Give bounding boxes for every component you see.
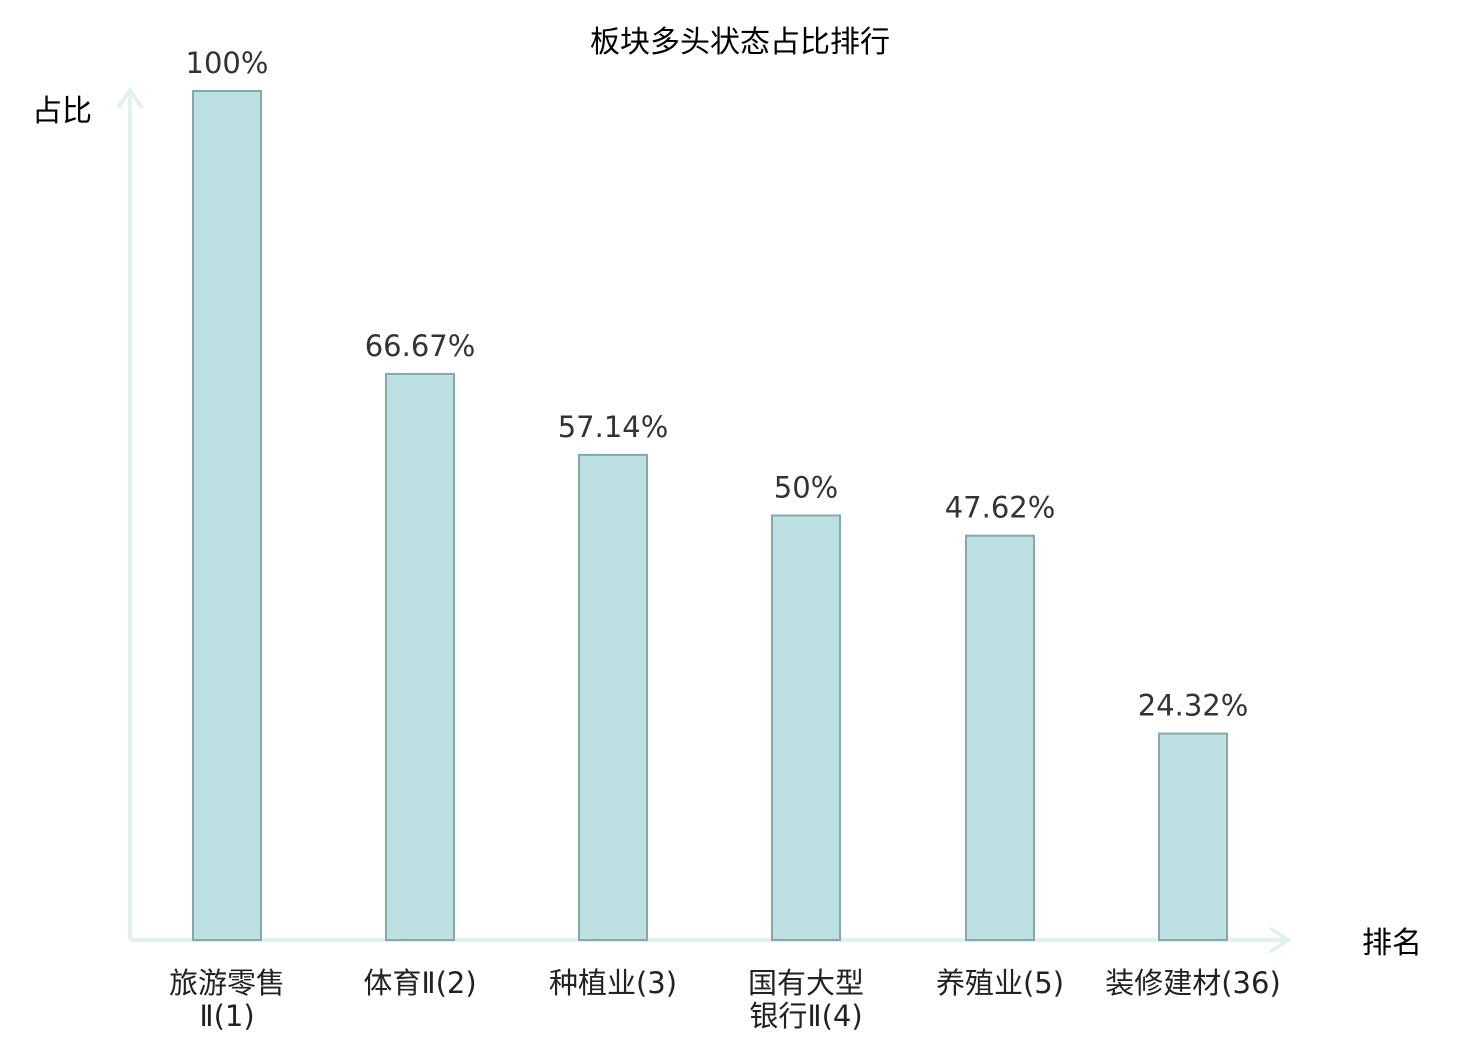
category-label-1-line-1: 旅游零售 <box>169 966 285 1000</box>
value-label-4: 50% <box>774 471 838 505</box>
value-label-6: 24.32% <box>1138 689 1249 723</box>
value-label-3: 57.14% <box>558 410 669 444</box>
bar-1 <box>192 90 262 941</box>
bar-2 <box>385 372 455 942</box>
category-label-2: 体育Ⅱ(2) <box>363 966 476 1000</box>
category-label-4-line-2: 银行Ⅱ(4) <box>749 999 862 1033</box>
chart-title: 板块多头状态占比排行 <box>590 25 890 60</box>
bar-4 <box>771 514 841 941</box>
bar-5 <box>965 534 1035 941</box>
y-axis-label: 占比 <box>32 94 92 129</box>
category-label-1-line-2: Ⅱ(1) <box>199 999 254 1033</box>
bar-6 <box>1158 732 1228 941</box>
bar-3 <box>578 453 648 941</box>
y-axis-arrow <box>116 86 144 110</box>
category-label-6: 装修建材(36) <box>1105 966 1281 1000</box>
value-label-2: 66.67% <box>365 329 476 363</box>
value-label-5: 47.62% <box>945 491 1056 525</box>
category-label-5: 养殖业(5) <box>936 966 1064 1000</box>
x-axis-label: 排名 <box>1362 926 1422 961</box>
category-label-3: 种植业(3) <box>549 966 677 1000</box>
x-axis-arrow <box>1268 926 1292 954</box>
value-label-1: 100% <box>186 46 269 80</box>
category-label-4-line-1: 国有大型 <box>748 966 864 1000</box>
